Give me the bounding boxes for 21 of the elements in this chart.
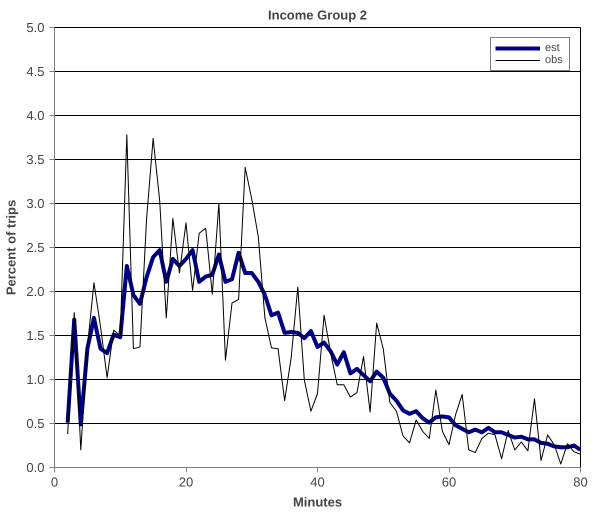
x-tick-label: 20 [178,474,194,490]
y-tick-label: 4.0 [26,108,45,123]
y-tick-label: 1.5 [26,328,45,343]
x-tick-label: 80 [573,474,588,490]
x-tick-label: 40 [310,474,325,490]
y-tick-label: 2.0 [26,284,45,299]
x-tick-label: 60 [442,474,456,490]
legend-label: est [545,42,561,54]
y-tick-label: 3.0 [26,196,45,211]
y-tick-label: 0.5 [26,416,45,431]
chart-title: Income Group 2 [268,8,367,22]
x-tick-label: 0 [50,474,58,490]
x-axis-title: Minutes [292,494,342,510]
legend-label: obs [545,54,564,66]
y-tick-label: 0.0 [26,460,45,475]
y-tick-label: 2.5 [26,240,45,255]
y-tick-label: 5.0 [26,20,45,35]
y-tick-label: 4.5 [26,64,45,79]
y-tick-label: 3.5 [26,152,45,167]
y-axis-title: Percent of trips [3,200,18,296]
y-tick-label: 1.0 [26,372,45,387]
